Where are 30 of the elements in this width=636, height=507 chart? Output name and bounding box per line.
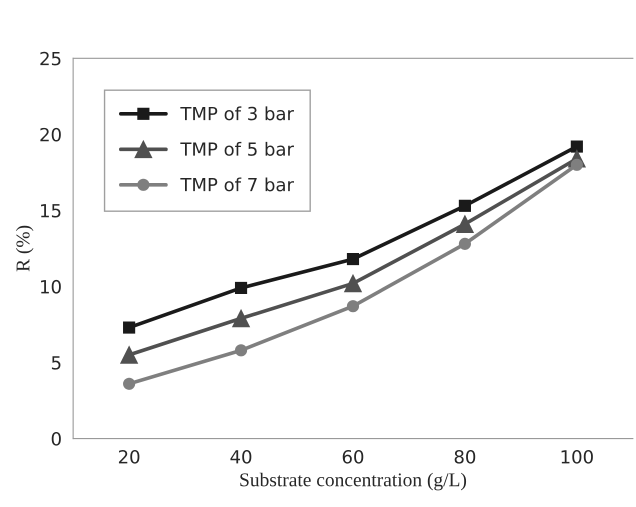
point — [570, 158, 583, 171]
point — [120, 346, 138, 364]
y-tick-label: 20 — [40, 128, 61, 142]
y-tick-label: 0 — [52, 432, 61, 446]
y-tick-label: 5 — [52, 356, 60, 370]
point — [458, 200, 471, 212]
x-tick-label: 40 — [230, 450, 252, 464]
legend-label: TMP of 3 bar — [180, 106, 294, 120]
point — [123, 378, 136, 390]
x-tick-label: 80 — [454, 450, 476, 464]
point — [346, 253, 360, 266]
point — [458, 238, 471, 250]
point — [232, 310, 250, 328]
x-axis-title: Substrate concentration (g/L) — [240, 472, 466, 490]
legend-label: TMP of 5 bar — [180, 142, 294, 156]
y-tick-label: 25 — [40, 52, 60, 66]
x-tick-label: 20 — [118, 450, 140, 464]
point — [344, 274, 362, 292]
point — [346, 300, 360, 312]
x-tick-label: 60 — [342, 450, 364, 464]
point — [456, 215, 474, 233]
x-tick-label: 100 — [562, 450, 593, 464]
point — [234, 344, 248, 356]
y-axis-title: R (%) — [16, 226, 34, 272]
point — [234, 282, 248, 294]
legend-label: TMP of 7 bar — [180, 177, 294, 192]
point — [123, 321, 136, 334]
y-tick-label: 15 — [41, 204, 60, 218]
y-tick-label: 10 — [41, 280, 61, 294]
point — [570, 140, 583, 153]
